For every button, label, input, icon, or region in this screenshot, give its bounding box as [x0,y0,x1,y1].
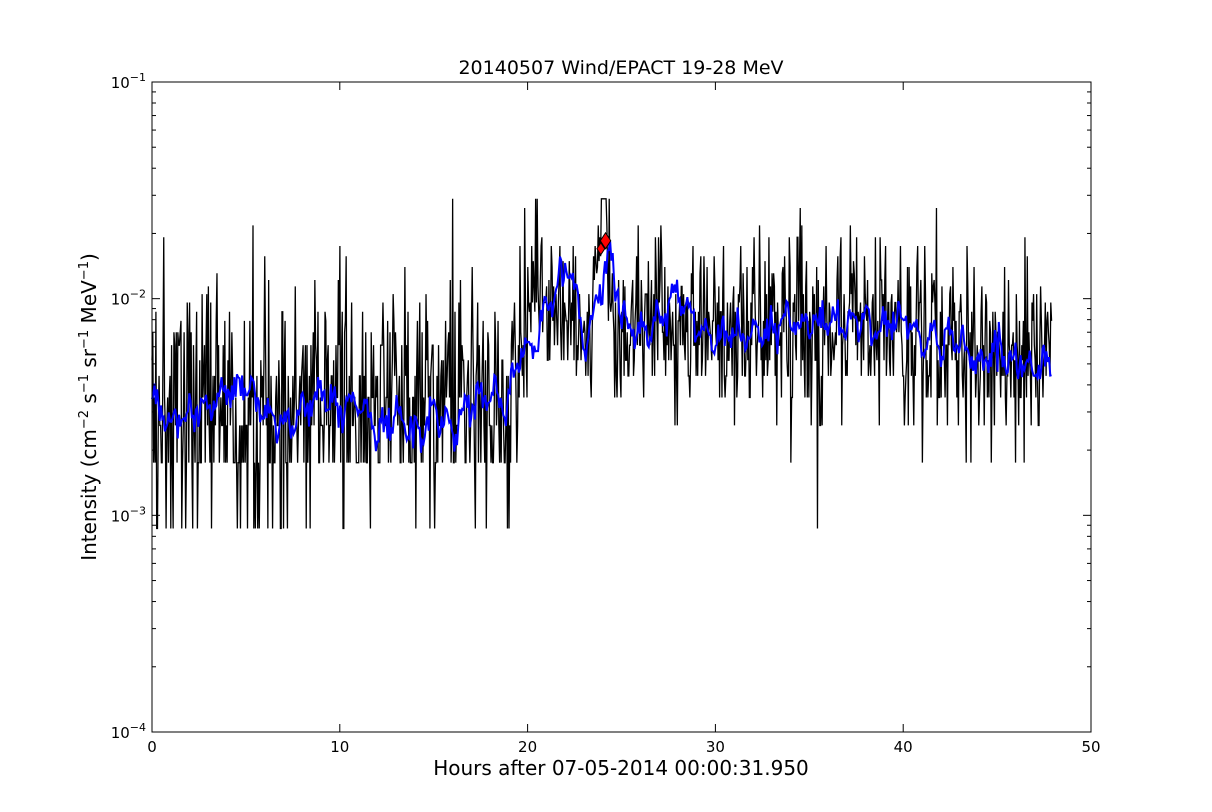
x-tick-label: 40 [894,738,913,756]
peak-marker-2 [599,231,612,250]
y-axis-label: Intensity (cm−2 s−1 sr−1 MeV−1) [77,253,101,561]
y-label-suffix: ) [77,253,101,261]
y-label-mid-2: sr [77,348,101,374]
y-label-exp-1: −2 [77,410,92,429]
y-label-mid-1: s [77,393,101,410]
smoothed-data-layer [151,241,1052,453]
y-tick-label: 10−2 [111,288,146,309]
y-label-exp-2: −1 [77,374,92,393]
y-tick-label: 10−3 [111,504,146,525]
x-axis-label: Hours after 07-05-2014 00:00:31.950 [433,756,809,780]
plot-frame [151,81,1092,733]
x-tick-label: 20 [518,738,537,756]
y-label-prefix: Intensity (cm [77,429,101,561]
chart-title: 20140507 Wind/EPACT 19-28 MeV [458,57,783,79]
y-tick-label: 10−4 [111,721,146,742]
smoothed-series-line [151,241,1052,453]
x-tick-label: 30 [706,738,725,756]
y-axis: 10−1 10−2 10−3 10−4 [111,71,1091,742]
y-label-exp-3: −1 [77,330,92,349]
raw-series-line [151,198,1053,530]
x-tick-label: 10 [330,738,349,756]
marker-layer [596,231,612,256]
peak-marker-1 [596,241,606,256]
raw-data-layer [151,198,1053,530]
x-axis: 0 10 20 30 40 50 [147,82,1101,756]
x-tick-label: 50 [1081,738,1100,756]
y-label-exp-4: −1 [77,261,92,280]
x-tick-label: 0 [147,738,157,756]
y-label-mid-3: MeV [77,280,101,330]
y-tick-label: 10−1 [111,71,146,92]
